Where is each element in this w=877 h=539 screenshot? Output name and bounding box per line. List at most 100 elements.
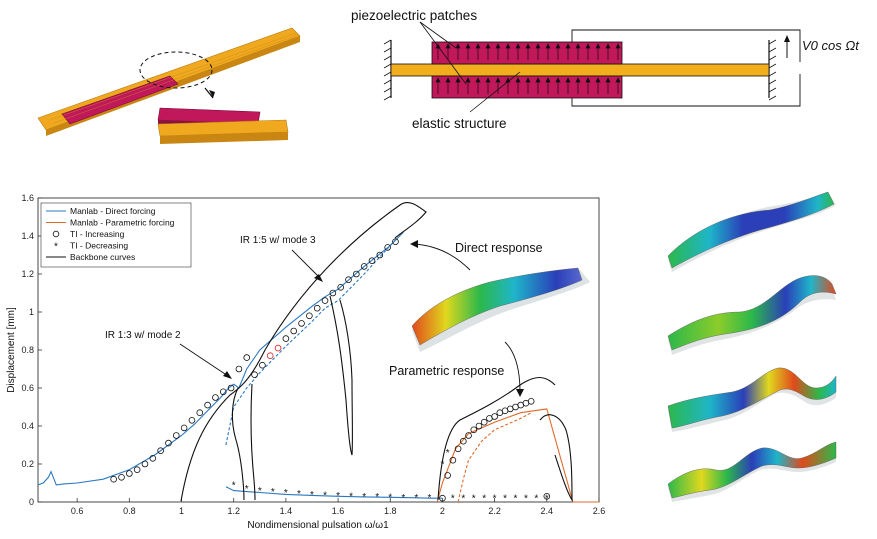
ti-increasing-point [449, 456, 457, 464]
y-tick-label: 1 [29, 307, 34, 317]
ti-decreasing-point: * [258, 486, 262, 497]
ti-increasing-point [491, 413, 498, 420]
ti-decreasing-point: * [503, 494, 507, 505]
ti-decreasing-point: * [493, 494, 497, 505]
ti-increasing-point [306, 312, 313, 320]
x-tick-label: 0.8 [123, 506, 136, 516]
annotation-ir15: IR 1:5 w/ mode 3 [240, 235, 316, 246]
ti-decreasing-point: * [362, 492, 366, 503]
x-tick-label: 2.4 [541, 506, 554, 516]
legend-swatch: * [54, 242, 58, 253]
ti-increasing-point [475, 422, 483, 430]
backbone-ir13b [250, 383, 256, 501]
x-axis-label: Nondimensional pulsation ω/ω1 [247, 520, 389, 531]
x-tick-label: 1 [179, 506, 184, 516]
legend-entry: TI - Increasing [70, 229, 125, 239]
annotation-param: Parametric response [389, 364, 504, 378]
ti-increasing-point [337, 283, 344, 291]
series-line [225, 239, 396, 446]
y-tick-label: 1.4 [21, 231, 34, 241]
ti-increasing-point [227, 384, 235, 392]
legend-entry: TI - Decreasing [70, 241, 128, 251]
annotation-ir13: IR 1:3 w/ mode 2 [105, 330, 181, 341]
y-tick-label: 1.6 [21, 193, 34, 203]
ti-decreasing-point: * [461, 494, 465, 505]
ti-increasing-point [259, 361, 266, 369]
backbone-ir-param [539, 414, 573, 502]
direct-mode-shape [411, 267, 590, 352]
series-layer: * * * * * * * * * * * * * * * * * * * * * * * * * * * * [37, 231, 599, 505]
ti-increasing-point [133, 466, 141, 474]
ti-decreasing-point: * [514, 494, 518, 505]
y-axis-label: Displacement [mm] [6, 307, 17, 393]
x-tick-label: 1.6 [332, 506, 345, 516]
ti-increasing-point [282, 335, 290, 342]
ti-decreasing-point: * [524, 494, 528, 505]
ti-increasing-point [243, 354, 251, 361]
mode-shape-3 [667, 367, 837, 432]
mode-shapes-column [667, 191, 837, 502]
ti-increasing-point [274, 344, 282, 352]
ti-decreasing-point: * [446, 448, 450, 459]
x-tick-label: 1.4 [280, 506, 293, 516]
x-tick-label: 1.8 [384, 506, 397, 516]
ti-decreasing-point: * [534, 494, 538, 505]
legend-entry: Backbone curves [70, 252, 135, 262]
ti-decreasing-point: * [414, 493, 418, 504]
ti-increasing-point [470, 426, 478, 434]
x-tick-label: 2.6 [593, 506, 606, 516]
ti-decreasing-point: * [472, 494, 476, 505]
legend: Manlab - Direct forcing Manlab - Parametr… [40, 202, 192, 268]
ti-decreasing-point: * [401, 493, 405, 504]
ti-increasing-point [321, 297, 329, 304]
backbone-main [180, 202, 427, 502]
ti-increasing-point [313, 304, 321, 312]
voltage-label: V0 cos Ωt [802, 38, 860, 53]
series-line [225, 486, 443, 499]
y-tick-label: 0.6 [21, 383, 34, 393]
ti-increasing-point [384, 244, 391, 251]
backbone-param [437, 376, 556, 501]
ti-decreasing-point: * [388, 493, 392, 504]
ti-increasing-point [460, 437, 467, 445]
ti-increasing-point [345, 276, 352, 284]
ti-increasing-point [141, 460, 149, 468]
plate-3d-illustration [37, 27, 301, 144]
ti-increasing-point [157, 447, 164, 455]
ti-increasing-point [480, 418, 488, 426]
ti-increasing-point [235, 365, 243, 373]
x-tick-label: 2 [440, 506, 445, 516]
ti-increasing-point [165, 439, 172, 447]
backbone-ir13 [231, 387, 245, 501]
ti-decreasing-point: * [245, 484, 249, 495]
backbone-ir15 [329, 295, 353, 456]
y-tick-label: 0.8 [21, 345, 34, 355]
y-tick-label: 0.4 [21, 421, 34, 431]
ti-increasing-point [196, 409, 204, 417]
piezo-schematic: piezoelectric patches elastic structure … [351, 8, 860, 131]
ti-increasing-point [180, 424, 188, 432]
ti-increasing-point [149, 454, 157, 462]
ti-increasing-point [353, 270, 360, 278]
ti-increasing-point [188, 416, 196, 424]
ti-decreasing-point: * [451, 494, 455, 505]
ti-decreasing-point: * [297, 489, 301, 500]
ti-increasing-point [392, 238, 399, 246]
ti-decreasing-point: * [427, 493, 431, 504]
ti-increasing-point [444, 472, 451, 479]
ti-decreasing-point: * [284, 488, 288, 499]
axis-ticks: 0.6 0.8 1 1.2 1.4 1.6 1.8 2 2.2 2.4 2.6 0 0.2 0.4 0.6 0… [21, 193, 605, 516]
ti-increasing-point [204, 401, 211, 409]
ti-decreasing-point: * [271, 487, 275, 498]
ti-increasing-point [118, 473, 125, 481]
ti-increasing-point [110, 475, 117, 483]
ti-increasing-point [527, 397, 535, 405]
patches-label: piezoelectric patches [351, 8, 477, 23]
mode-shape-2 [667, 275, 837, 355]
ti-increasing-point [368, 257, 376, 265]
ti-increasing-point [219, 388, 227, 396]
ti-decreasing-point: * [545, 494, 549, 505]
ti-increasing-point [266, 352, 274, 360]
y-tick-label: 1.2 [21, 269, 34, 279]
